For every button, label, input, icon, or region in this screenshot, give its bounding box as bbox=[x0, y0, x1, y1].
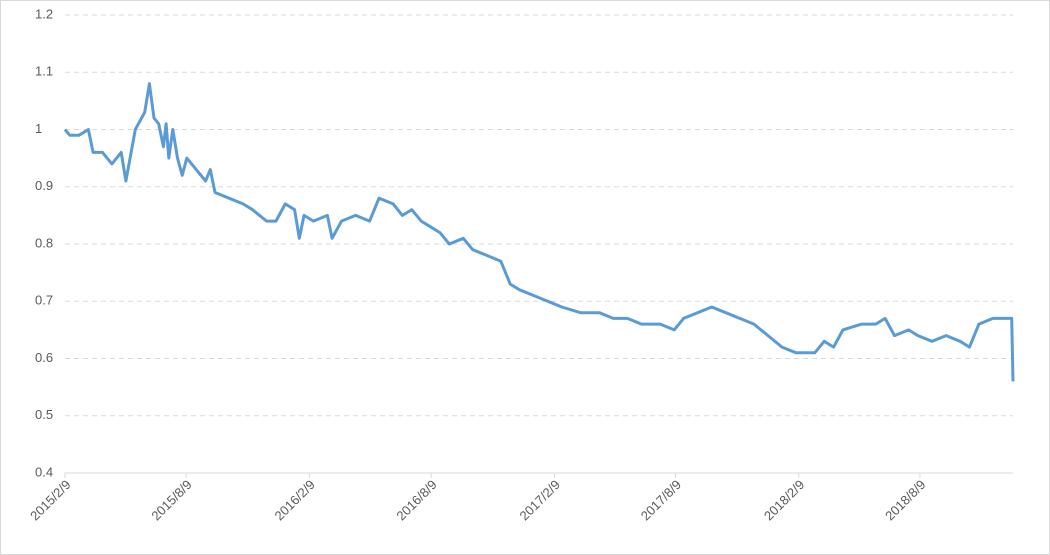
y-tick-label: 0.5 bbox=[35, 407, 53, 422]
y-tick-label: 0.8 bbox=[35, 235, 53, 250]
y-tick-label: 1.2 bbox=[35, 6, 53, 21]
y-tick-label: 1 bbox=[35, 121, 42, 136]
data-line bbox=[63, 82, 1015, 382]
y-tick-label: 0.4 bbox=[35, 464, 53, 479]
y-tick-label: 0.9 bbox=[35, 178, 53, 193]
y-tick-label: 1.1 bbox=[35, 64, 53, 79]
y-tick-label: 0.6 bbox=[35, 350, 53, 365]
y-tick-label: 0.7 bbox=[35, 293, 53, 308]
